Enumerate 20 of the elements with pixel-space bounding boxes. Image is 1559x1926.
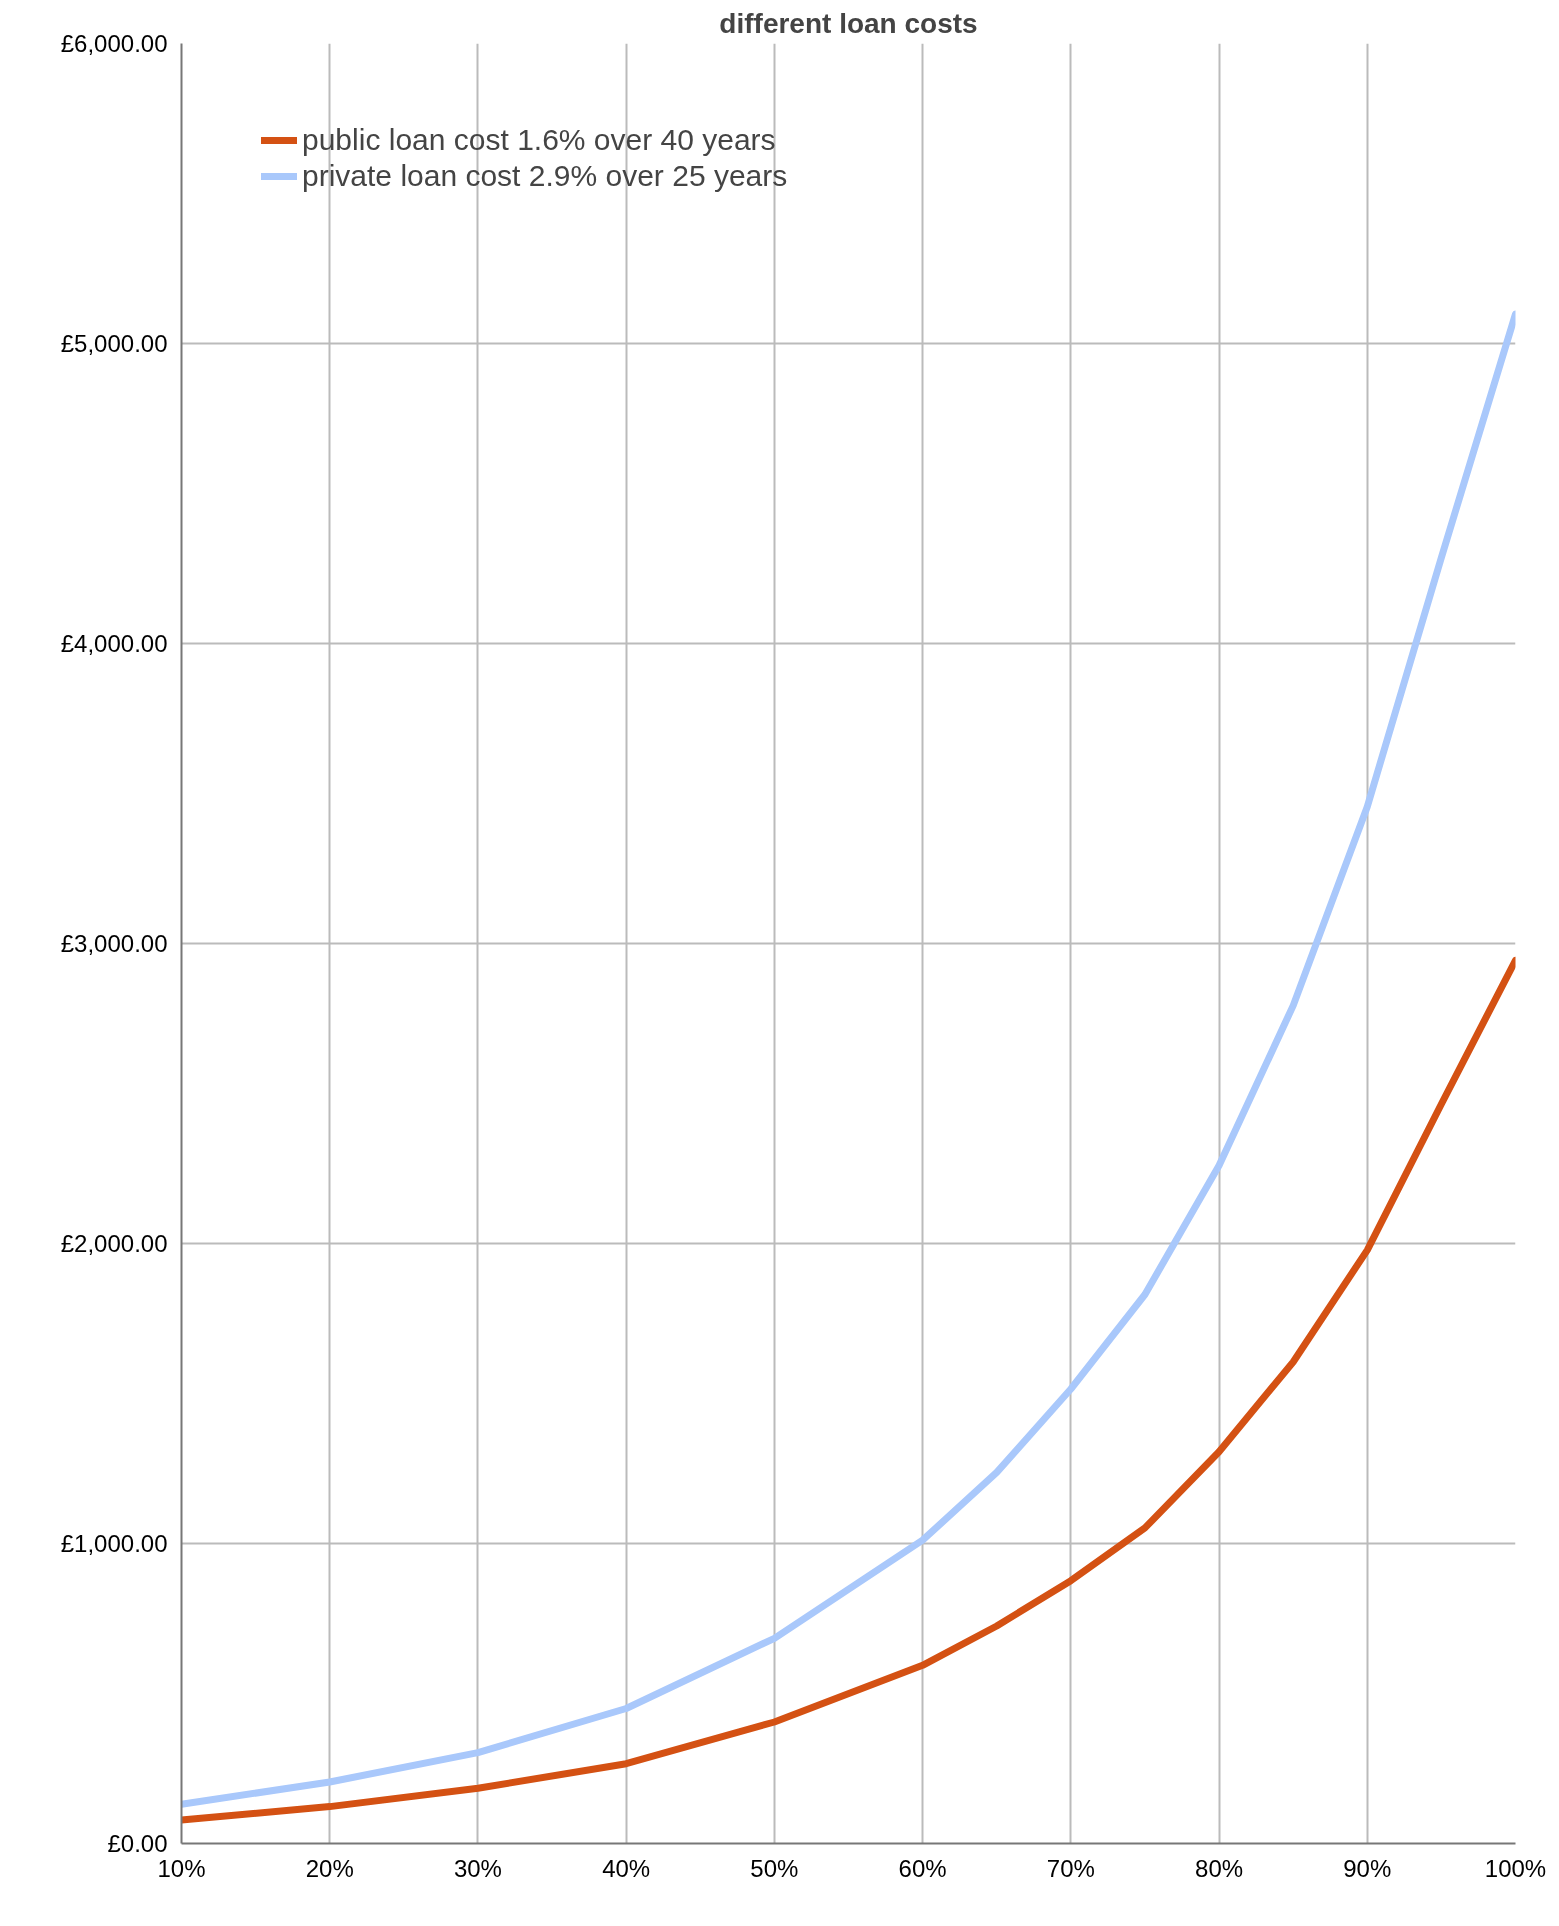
x-tick-label: 40%: [602, 1854, 651, 1882]
x-tick-label: 50%: [750, 1854, 799, 1882]
legend-label: public loan cost 1.6% over 40 years: [302, 123, 776, 157]
y-tick-label: £6,000.00: [60, 30, 168, 57]
x-tick-label: 100%: [1484, 1854, 1547, 1882]
x-tick-label: 20%: [305, 1854, 354, 1882]
x-tick-label: 10%: [157, 1854, 206, 1882]
y-tick-label: £4,000.00: [60, 630, 168, 657]
x-tick-label: 70%: [1046, 1854, 1095, 1882]
y-tick-label: £3,000.00: [60, 930, 168, 957]
y-tick-label: £1,000.00: [60, 1530, 168, 1557]
x-tick-label: 80%: [1195, 1854, 1244, 1882]
y-tick-label: £2,000.00: [60, 1230, 168, 1257]
y-tick-label: £5,000.00: [60, 330, 168, 357]
legend-label: private loan cost 2.9% over 25 years: [302, 159, 788, 193]
x-tick-label: 90%: [1343, 1854, 1392, 1882]
x-tick-label: 30%: [453, 1854, 502, 1882]
x-tick-label: 60%: [898, 1854, 947, 1882]
y-tick-label: £0.00: [107, 1830, 168, 1857]
chart-title: different loan costs: [719, 7, 978, 39]
